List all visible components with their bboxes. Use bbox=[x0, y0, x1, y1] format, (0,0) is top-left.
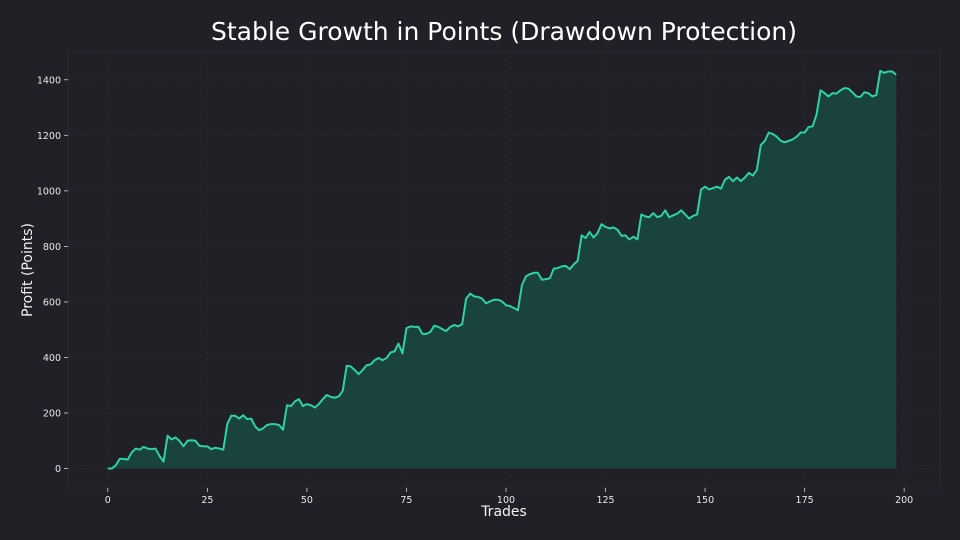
x-tick-label: 150 bbox=[696, 495, 714, 506]
series-line bbox=[107, 69, 897, 470]
y-tick-label: 1000 bbox=[37, 186, 61, 197]
x-tick-label: 75 bbox=[400, 495, 412, 506]
y-axis-label: Profit (Points) bbox=[20, 223, 36, 317]
x-tick-label: 200 bbox=[895, 495, 913, 506]
y-tick-label: 400 bbox=[43, 353, 61, 364]
x-tick-label: 125 bbox=[596, 495, 614, 506]
y-tick-label: 0 bbox=[55, 464, 61, 475]
x-axis-label: Trades bbox=[480, 504, 527, 520]
x-tick-label: 0 bbox=[105, 495, 111, 506]
x-tick-label: 100 bbox=[497, 495, 515, 506]
y-tick-label: 1400 bbox=[37, 75, 61, 86]
x-tick-label: 25 bbox=[201, 495, 213, 506]
y-tick-label: 1200 bbox=[37, 131, 61, 142]
y-tick-label: 600 bbox=[43, 297, 61, 308]
x-tick-label: 50 bbox=[301, 495, 313, 506]
series-layer bbox=[107, 69, 897, 470]
ticks: 0 25 50 75 100 125 150 175 200 0 200 400 600 800 1000 1… bbox=[37, 75, 913, 506]
series-area bbox=[107, 70, 897, 469]
y-tick-label: 200 bbox=[43, 409, 61, 420]
y-tick-label: 800 bbox=[43, 242, 61, 253]
chart-title: Stable Growth in Points (Drawdown Protec… bbox=[211, 17, 797, 46]
x-tick-label: 175 bbox=[796, 495, 814, 506]
